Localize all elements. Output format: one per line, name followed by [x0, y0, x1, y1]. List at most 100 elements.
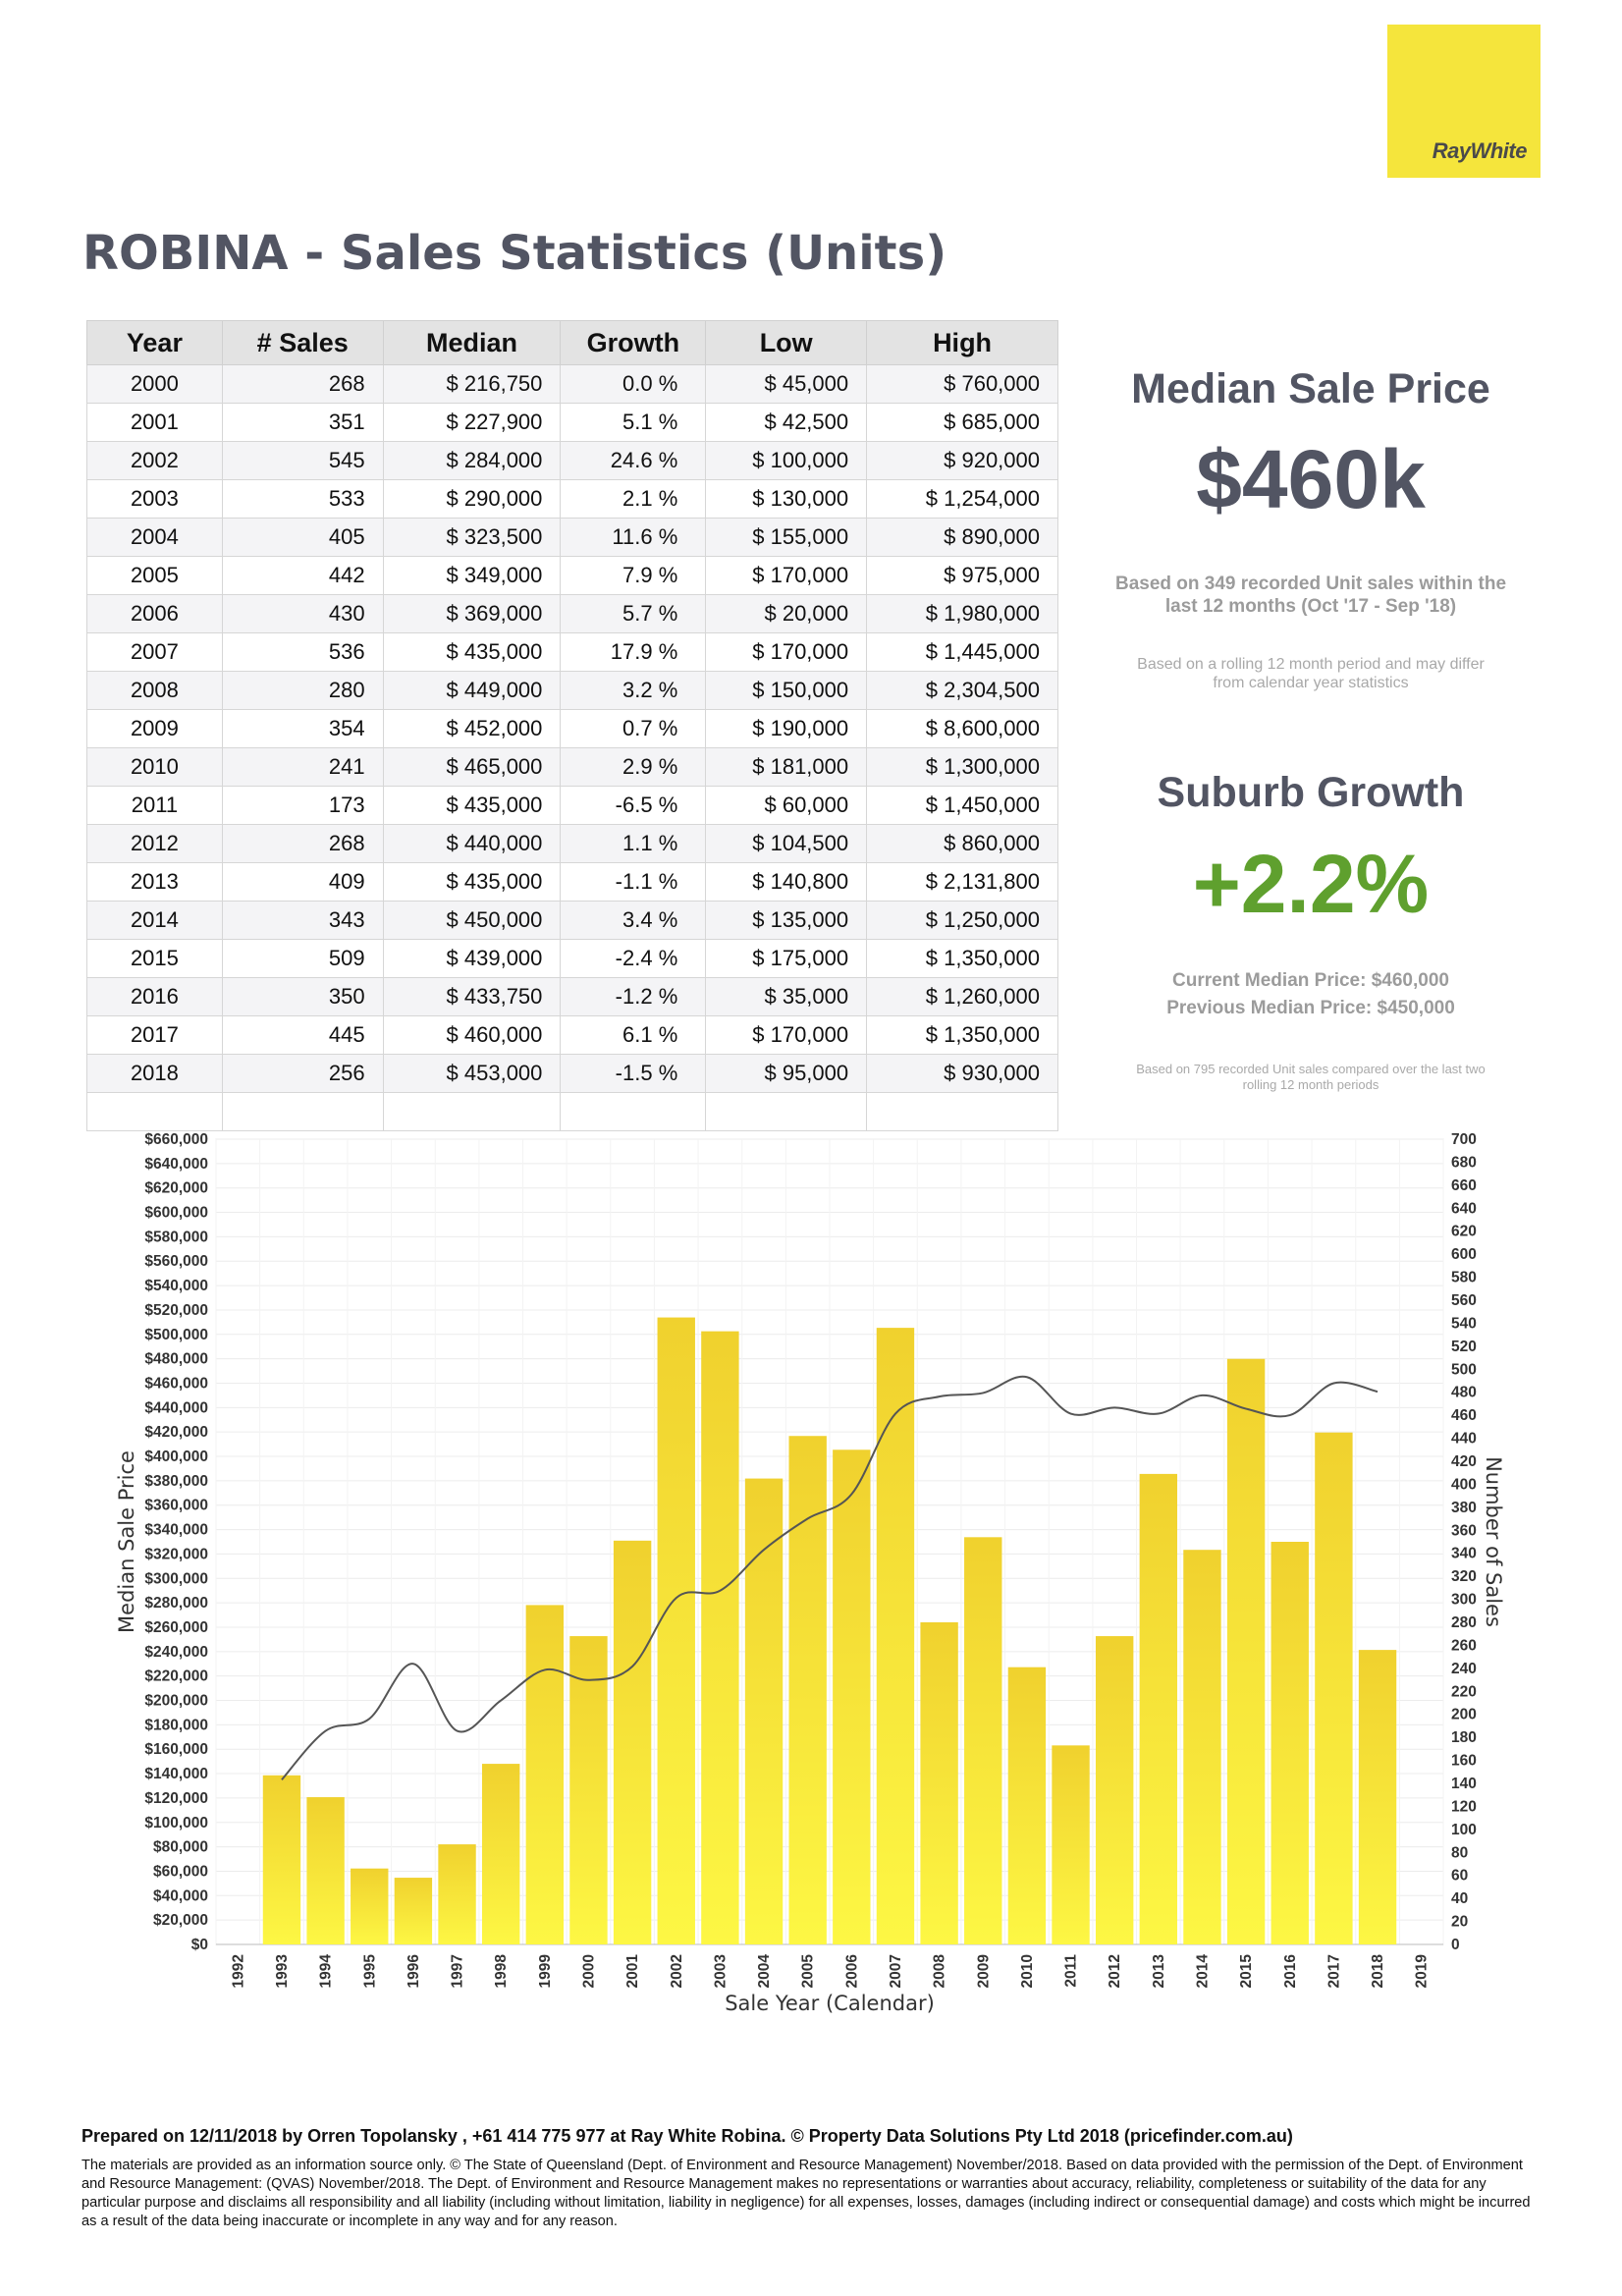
y-right-tick-label: 20: [1451, 1914, 1468, 1931]
cell-year: 2013: [86, 862, 223, 902]
median-note-line2: last 12 months (Oct '17 - Sep '18): [1164, 596, 1457, 617]
table-row: 2012 268 $ 440,000 1.1 % $ 104,500 $ 860,000: [86, 824, 1058, 863]
cell-low: $ 155,000: [705, 518, 868, 557]
cell-growth: 1.1 %: [560, 824, 707, 863]
y-left-tick-label: $580,000: [144, 1229, 208, 1245]
table-row: 2013 409 $ 435,000 -1.1 % $ 140,800 $ 2,131,8…: [86, 862, 1058, 902]
y-left-tick-label: $0: [191, 1937, 208, 1953]
cell-sales: 268: [221, 824, 384, 863]
cell-sales: 173: [221, 786, 384, 825]
y-left-tick-label: $240,000: [144, 1644, 208, 1661]
x-tick-label: 2009: [975, 1954, 992, 1989]
y-left-tick-label: $420,000: [144, 1424, 208, 1441]
y-left-tick-label: $20,000: [153, 1912, 208, 1929]
cell-median: $ 450,000: [382, 901, 562, 940]
y-right-tick-label: 100: [1451, 1822, 1477, 1838]
sales-statistics-table: Year # Sales Median Growth Low High 2000…: [86, 320, 1058, 1131]
cell-median: $ 465,000: [382, 747, 562, 787]
y-right-tick-label: 120: [1451, 1798, 1477, 1815]
table-row: 2000 268 $ 216,750 0.0 % $ 45,000 $ 760,000: [86, 364, 1058, 404]
cell-high: $ 1,300,000: [866, 747, 1058, 787]
cell-low: $ 45,000: [705, 364, 868, 404]
cell-year: 2002: [86, 441, 223, 480]
cell-growth: 17.9 %: [560, 632, 707, 672]
cell-low: $ 135,000: [705, 901, 868, 940]
y-left-tick-label: $80,000: [153, 1839, 208, 1856]
table-row: 2008 280 $ 449,000 3.2 % $ 150,000 $ 2,304,50…: [86, 671, 1058, 710]
cell-year: 2000: [86, 364, 223, 404]
y-right-tick-label: 200: [1451, 1707, 1477, 1723]
cell-sales: 241: [221, 747, 384, 787]
cell-growth: 0.7 %: [560, 709, 707, 748]
y-right-tick-label: 440: [1451, 1431, 1477, 1448]
cell-year: 2004: [86, 518, 223, 557]
cell-median: $ 435,000: [382, 786, 562, 825]
cell-growth: -1.1 %: [560, 862, 707, 902]
y-right-tick-label: 60: [1451, 1868, 1468, 1885]
cell-sales: 536: [221, 632, 384, 672]
y-left-tick-label: $120,000: [144, 1790, 208, 1807]
y-left-tick-label: $200,000: [144, 1693, 208, 1710]
cell-growth: 2.1 %: [560, 479, 707, 519]
cell-high: $ 890,000: [866, 518, 1058, 557]
y-axis-left-label: Median Sale Price: [115, 1450, 138, 1633]
cell-sales: 354: [221, 709, 384, 748]
table-row: 2011 173 $ 435,000 -6.5 % $ 60,000 $ 1,450,00…: [86, 786, 1058, 825]
y-right-tick-label: 140: [1451, 1776, 1477, 1792]
table-row: 2016 350 $ 433,750 -1.2 % $ 35,000 $ 1,260,00…: [86, 977, 1058, 1016]
cell-sales: 405: [221, 518, 384, 557]
median-note-line1: Based on 349 recorded Unit sales within …: [1114, 574, 1507, 594]
cell-median: $ 433,750: [382, 977, 562, 1016]
cell-year: 2009: [86, 709, 223, 748]
y-right-tick-label: 620: [1451, 1224, 1477, 1240]
y-left-tick-label: $180,000: [144, 1717, 208, 1733]
cell-low: $ 60,000: [705, 786, 868, 825]
sales-bar: [262, 1775, 301, 1944]
x-tick-label: 1993: [274, 1954, 291, 1989]
x-tick-label: 2001: [624, 1954, 641, 1989]
x-tick-label: 2012: [1107, 1954, 1123, 1988]
median-sale-price-heading: Median Sale Price: [1100, 365, 1522, 413]
x-tick-label: 2010: [1019, 1954, 1036, 1988]
empty-cell: [560, 1092, 707, 1131]
x-tick-label: 2019: [1414, 1954, 1431, 1989]
y-right-tick-label: 380: [1451, 1500, 1477, 1516]
sales-bar: [1226, 1358, 1266, 1944]
x-tick-label: 2017: [1325, 1954, 1342, 1988]
cell-high: $ 1,350,000: [866, 939, 1058, 978]
cell-growth: 11.6 %: [560, 518, 707, 557]
cell-low: $ 175,000: [705, 939, 868, 978]
table-row: 2002 545 $ 284,000 24.6 % $ 100,000 $ 920,000: [86, 441, 1058, 480]
cell-high: $ 1,980,000: [866, 594, 1058, 633]
y-right-tick-label: 580: [1451, 1270, 1477, 1286]
cell-sales: 445: [221, 1015, 384, 1055]
x-tick-label: 2008: [932, 1954, 948, 1989]
cell-sales: 350: [221, 977, 384, 1016]
sales-bar: [394, 1878, 433, 1944]
median-value-text: $460k: [1196, 433, 1426, 525]
y-right-tick-label: 400: [1451, 1476, 1477, 1493]
cell-low: $ 95,000: [705, 1054, 868, 1093]
cell-median: $ 453,000: [382, 1054, 562, 1093]
y-left-tick-label: $300,000: [144, 1570, 208, 1587]
table-row: 2014 343 $ 450,000 3.4 % $ 135,000 $ 1,250,00…: [86, 901, 1058, 940]
header-growth: Growth: [560, 320, 707, 365]
median-note: Based on 349 recorded Unit sales within …: [1100, 573, 1522, 618]
cell-sales: 442: [221, 556, 384, 595]
cell-growth: -1.2 %: [560, 977, 707, 1016]
cell-year: 2001: [86, 403, 223, 442]
cell-low: $ 100,000: [705, 441, 868, 480]
empty-cell: [86, 1092, 223, 1131]
x-axis-label: Sale Year (Calendar): [725, 1992, 935, 2015]
cell-median: $ 439,000: [382, 939, 562, 978]
y-left-tick-label: $60,000: [153, 1863, 208, 1880]
median-small-line1: Based on a rolling 12 month period and m…: [1137, 656, 1485, 673]
x-tick-label: 1994: [318, 1954, 335, 1989]
cell-low: $ 190,000: [705, 709, 868, 748]
sales-bar: [1315, 1432, 1353, 1944]
y-left-tick-label: $260,000: [144, 1619, 208, 1636]
sales-chart: $0 $20,000 $40,000 $60,000 $80,000 $100,000 $1…: [115, 1131, 1505, 2015]
y-right-tick-label: 500: [1451, 1361, 1477, 1378]
sales-bar: [1052, 1745, 1090, 1944]
y-right-tick-label: 160: [1451, 1753, 1477, 1770]
